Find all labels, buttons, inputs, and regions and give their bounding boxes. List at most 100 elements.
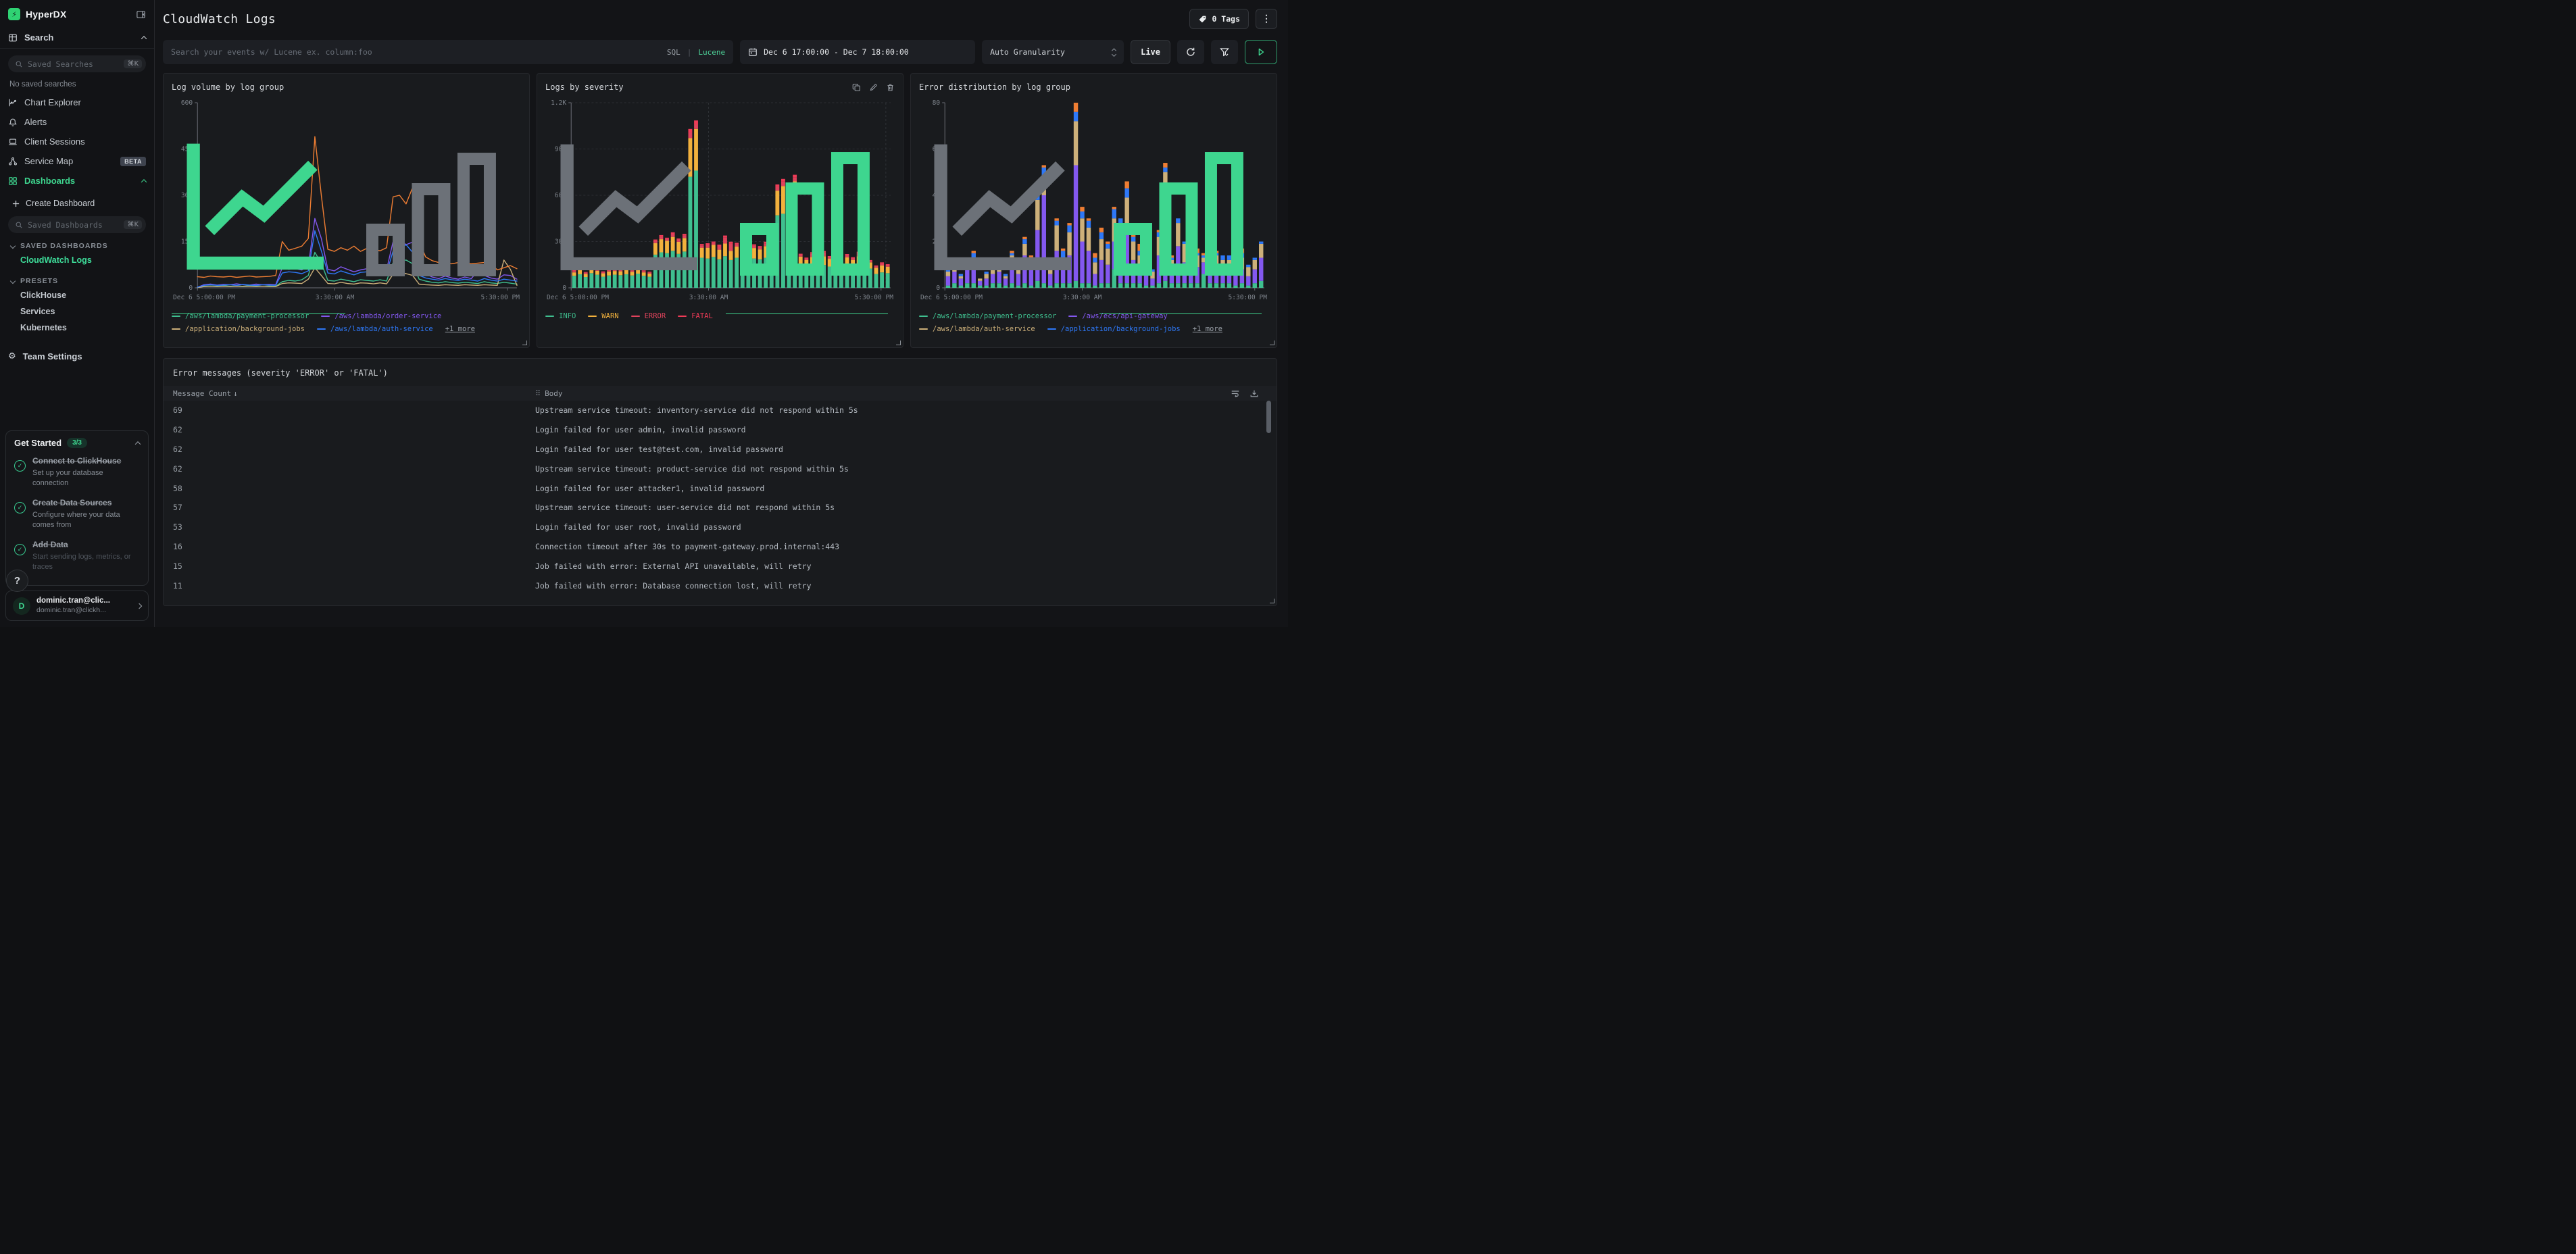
legend-item[interactable]: /application/background-jobs: [172, 325, 305, 333]
bar-view-toggle[interactable]: [1099, 105, 1262, 314]
sidebar-item-alerts[interactable]: Alerts: [0, 112, 154, 132]
more-options-button[interactable]: ⋮: [1256, 9, 1277, 29]
select-chevrons-icon: [1112, 48, 1117, 57]
section-presets[interactable]: PRESETS: [0, 268, 154, 287]
chart-legend: /aws/lambda/payment-processor/aws/ecs/ap…: [919, 312, 1268, 333]
sidebar-item-label: Search: [24, 32, 54, 43]
sidebar-item-team-settings[interactable]: ⚙ Team Settings: [0, 345, 154, 367]
body-cell: Login failed for user test@test.com, inv…: [535, 444, 783, 454]
chevron-right-icon: [136, 603, 143, 609]
preset-item-clickhouse[interactable]: ClickHouse: [20, 291, 67, 300]
legend-item[interactable]: /aws/ecs/api-gateway: [1068, 312, 1168, 320]
message-count-cell: 11: [173, 580, 182, 591]
chevron-up-icon[interactable]: [141, 35, 147, 42]
preset-item-services[interactable]: Services: [20, 307, 55, 316]
table-row[interactable]: 15 Job failed with error: External API un…: [164, 556, 1277, 576]
collapse-sidebar-button[interactable]: [136, 9, 146, 20]
download-csv-button[interactable]: [1249, 389, 1259, 398]
resize-handle[interactable]: [522, 341, 527, 345]
table-row[interactable]: 69 Upstream service timeout: inventory-se…: [164, 401, 1277, 420]
download-icon: [1250, 390, 1258, 397]
service-map-icon: [9, 157, 17, 166]
search-input[interactable]: [171, 47, 660, 57]
create-dashboard-button[interactable]: Create Dashboard: [0, 191, 154, 209]
lucene-mode-toggle[interactable]: Lucene: [698, 47, 726, 57]
dashboard-item-cloudwatch-logs[interactable]: CloudWatch Logs: [20, 255, 92, 265]
resize-handle[interactable]: [896, 341, 901, 345]
table-row[interactable]: 11 Job failed with error: Database connec…: [164, 576, 1277, 595]
svg-text:3:30:00 AM: 3:30:00 AM: [1063, 294, 1102, 301]
table-row[interactable]: 57 Upstream service timeout: user-service…: [164, 498, 1277, 518]
duplicate-chart-button[interactable]: [852, 83, 861, 92]
saved-searches-input[interactable]: Saved Searches ⌘K: [8, 55, 146, 72]
chart-card-log-volume: Log volume by log group 0 150 300 450 600 Dec…: [163, 73, 530, 348]
legend-item[interactable]: FATAL: [678, 312, 713, 320]
table-row[interactable]: 58 Login failed for user attacker1, inval…: [164, 478, 1277, 498]
chart-title: Log volume by log group: [172, 82, 284, 92]
tags-button[interactable]: 0 Tags: [1189, 9, 1249, 29]
column-header-body[interactable]: ⠿ Body: [535, 388, 563, 398]
column-header-message-count[interactable]: Message Count ↓: [173, 388, 238, 398]
sql-mode-toggle[interactable]: SQL: [666, 47, 680, 57]
filter-button[interactable]: [1211, 40, 1238, 64]
svg-text:Dec 6 5:00:00 PM: Dec 6 5:00:00 PM: [920, 294, 983, 301]
legend-item[interactable]: /aws/lambda/order-service: [321, 312, 441, 320]
table-row[interactable]: 53 Login failed for user root, invalid pa…: [164, 518, 1277, 537]
filter-edit-icon: [1220, 48, 1229, 57]
body-cell: Upstream service timeout: inventory-serv…: [535, 405, 858, 416]
granularity-select[interactable]: Auto Granularity: [982, 40, 1124, 64]
line-view-toggle[interactable]: [919, 106, 1093, 314]
wrap-text-button[interactable]: [1231, 389, 1240, 398]
chevron-up-icon[interactable]: [141, 178, 147, 185]
legend-item[interactable]: /aws/lambda/auth-service: [317, 325, 433, 333]
sort-desc-icon[interactable]: ↓: [233, 388, 238, 398]
drag-handle-icon[interactable]: ⠿: [535, 388, 541, 398]
legend-more-link[interactable]: +1 more: [445, 325, 475, 333]
help-button[interactable]: ?: [6, 570, 28, 592]
table-row[interactable]: 62 Login failed for user admin, invalid p…: [164, 420, 1277, 440]
legend-more-link[interactable]: +1 more: [1192, 325, 1222, 333]
delete-chart-button[interactable]: [886, 83, 895, 92]
sidebar-item-service-map[interactable]: Service Map BETA: [0, 151, 154, 171]
date-range-picker[interactable]: Dec 6 17:00:00 - Dec 7 18:00:00: [740, 40, 976, 64]
user-name: dominic.tran@clic...: [36, 597, 110, 605]
legend-item[interactable]: /aws/lambda/payment-processor: [172, 312, 309, 320]
no-saved-searches-text: No saved searches: [9, 80, 76, 89]
sidebar-item-client-sessions[interactable]: Client Sessions: [0, 132, 154, 151]
vertical-scrollbar[interactable]: [1266, 401, 1271, 605]
refresh-icon: [1187, 47, 1195, 56]
section-saved-dashboards[interactable]: SAVED DASHBOARDS: [0, 233, 154, 252]
legend-item[interactable]: /aws/lambda/auth-service: [919, 325, 1035, 333]
legend-item[interactable]: /application/background-jobs: [1047, 325, 1181, 333]
preset-item-kubernetes[interactable]: Kubernetes: [20, 323, 67, 332]
edit-chart-button[interactable]: [869, 83, 878, 92]
line-view-toggle[interactable]: [545, 106, 719, 314]
tag-icon: [1199, 16, 1206, 22]
table-row[interactable]: 16 Connection timeout after 30s to paymen…: [164, 537, 1277, 557]
saved-dashboards-input[interactable]: Saved Dashboards ⌘K: [8, 216, 146, 233]
get-started-step[interactable]: ✓ Add Data Start sending logs, metrics, …: [14, 538, 140, 572]
get-started-step[interactable]: ✓ Connect to ClickHouse Set up your data…: [14, 455, 140, 488]
legend-item[interactable]: ERROR: [630, 312, 666, 320]
chevron-up-icon[interactable]: [134, 441, 141, 447]
legend-item[interactable]: INFO: [545, 312, 576, 320]
resize-handle[interactable]: [1270, 599, 1274, 603]
line-view-toggle[interactable]: [172, 105, 346, 314]
saved-dashboards-placeholder: Saved Dashboards: [28, 220, 103, 230]
table-row[interactable]: 62 Upstream service timeout: product-serv…: [164, 459, 1277, 478]
sidebar-item-dashboards[interactable]: Dashboards: [0, 171, 154, 191]
bar-view-toggle[interactable]: [726, 105, 888, 314]
bar-view-toggle[interactable]: [352, 106, 514, 314]
user-menu[interactable]: D dominic.tran@clic... dominic.tran@clic…: [5, 591, 149, 621]
table-row[interactable]: 62 Login failed for user test@test.com, i…: [164, 440, 1277, 459]
get-started-step[interactable]: ✓ Create Data Sources Configure where yo…: [14, 497, 140, 530]
resize-handle[interactable]: [1270, 341, 1274, 345]
live-button[interactable]: Live: [1131, 40, 1170, 64]
legend-item[interactable]: WARN: [588, 312, 619, 320]
scrollbar-thumb[interactable]: [1266, 401, 1271, 433]
sidebar-item-search[interactable]: Search: [0, 27, 154, 49]
run-query-button[interactable]: [1245, 40, 1277, 64]
refresh-button[interactable]: [1177, 40, 1204, 64]
legend-item[interactable]: /aws/lambda/payment-processor: [919, 312, 1056, 320]
sidebar-item-chart-explorer[interactable]: Chart Explorer: [0, 93, 154, 112]
